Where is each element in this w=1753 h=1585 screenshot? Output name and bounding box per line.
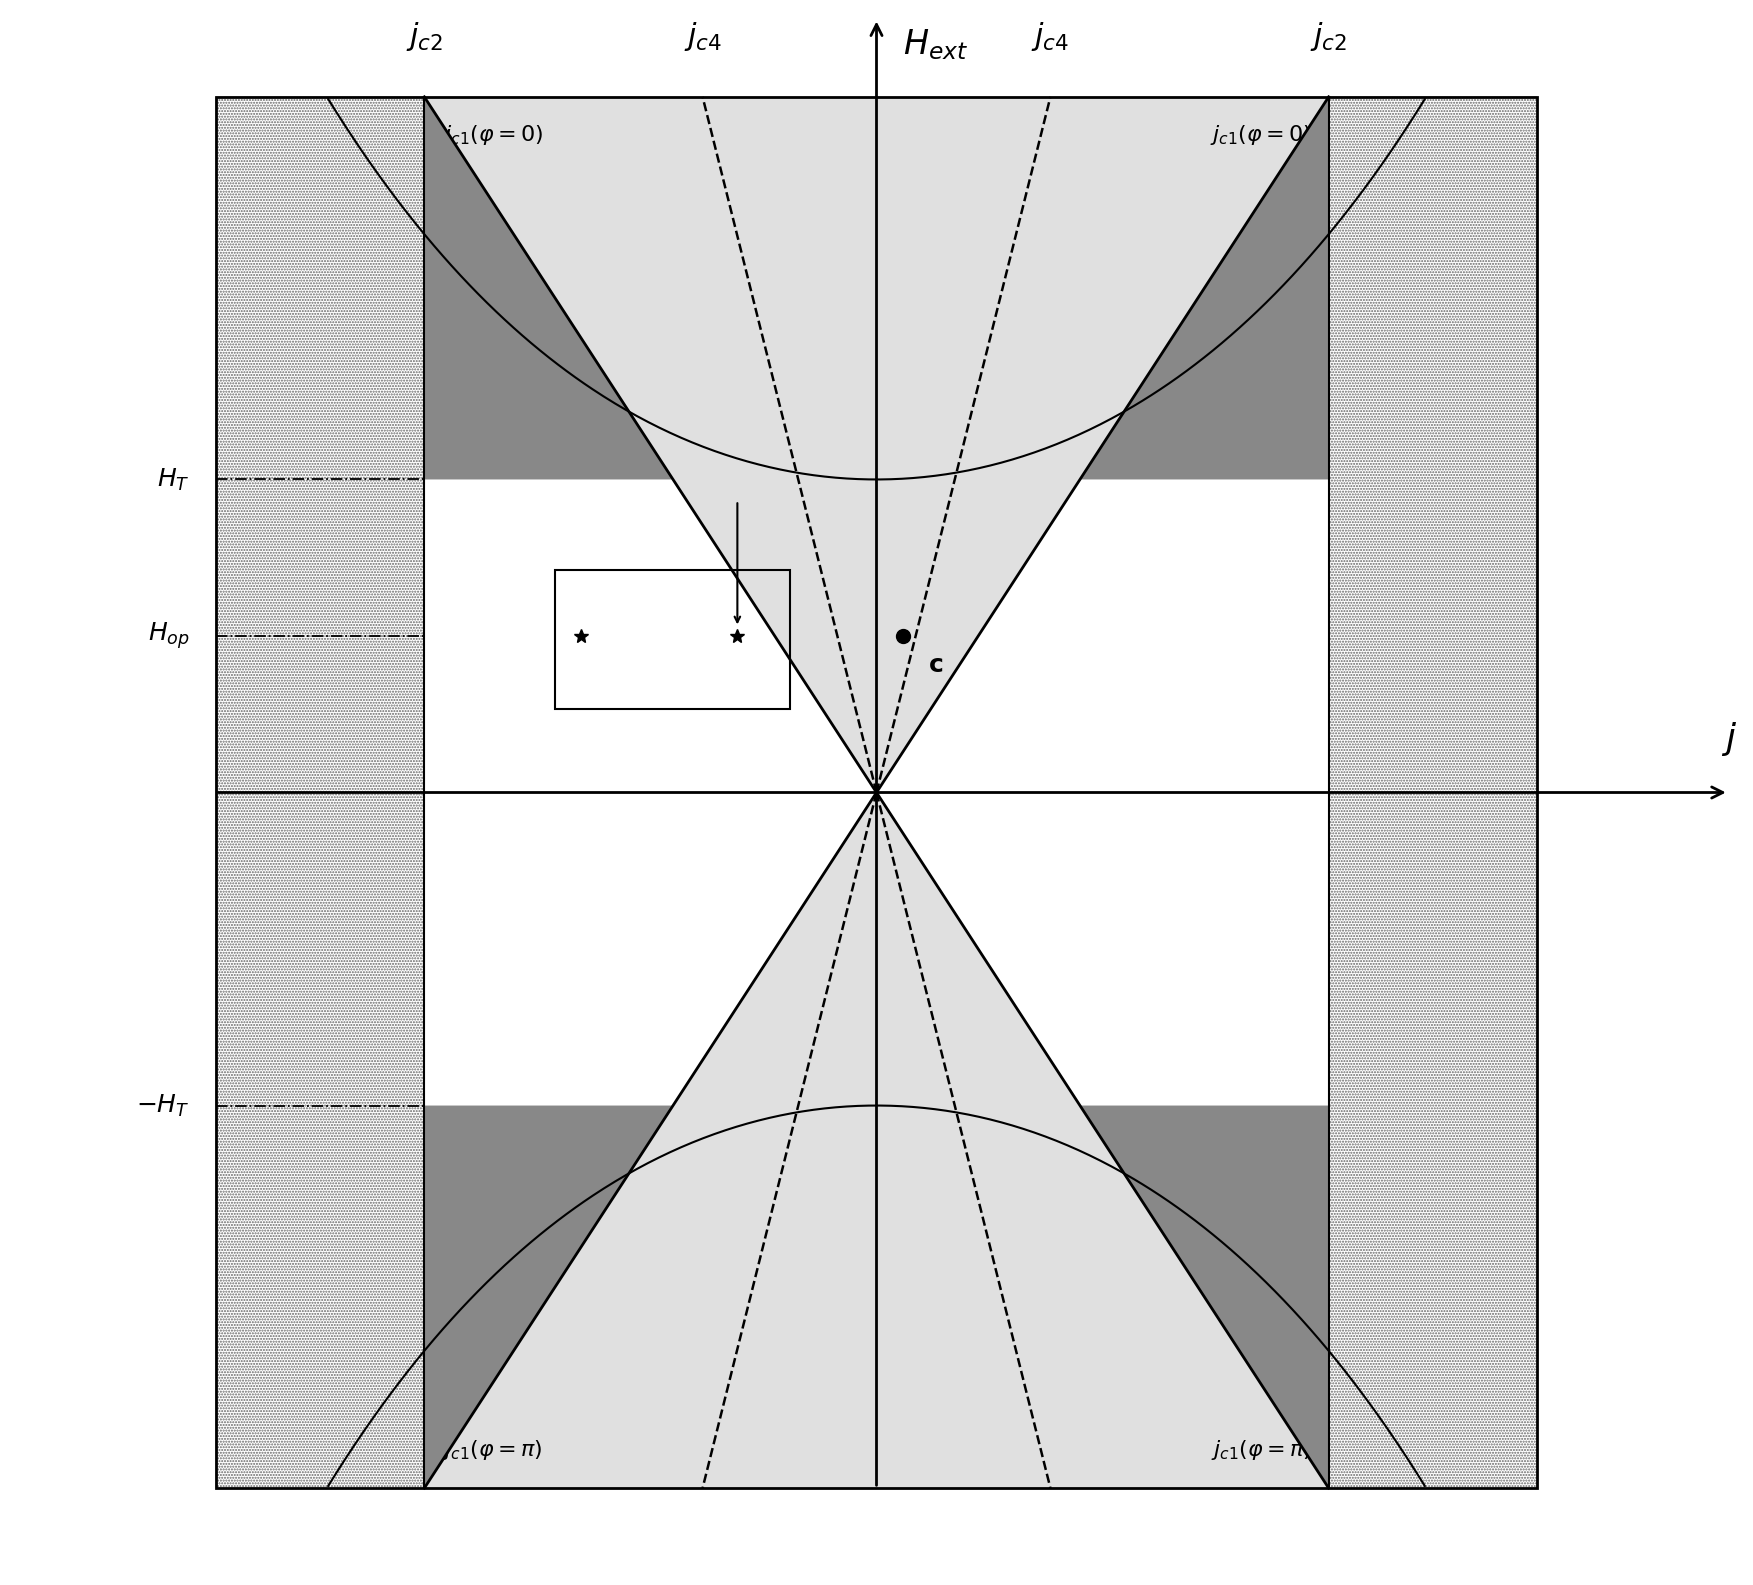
Polygon shape <box>1080 1106 1329 1488</box>
Text: $j$: $j$ <box>1721 720 1737 758</box>
Text: c: c <box>929 653 943 677</box>
Polygon shape <box>216 97 424 1488</box>
Text: $j_{c1}(\varphi=\pi)$: $j_{c1}(\varphi=\pi)$ <box>1211 1438 1311 1461</box>
Polygon shape <box>876 97 1329 1488</box>
Text: $j_{c2}$: $j_{c2}$ <box>405 21 444 54</box>
Polygon shape <box>216 97 424 1488</box>
Text: $H_T$: $H_T$ <box>158 466 189 493</box>
Text: $j_{c3}$: $j_{c3}$ <box>1224 1179 1255 1206</box>
Text: $j_{c2}$: $j_{c2}$ <box>1309 21 1348 54</box>
Polygon shape <box>424 1106 673 1488</box>
Polygon shape <box>1329 97 1537 1488</box>
Polygon shape <box>424 792 1329 1488</box>
Text: $j_{c4}$: $j_{c4}$ <box>1031 21 1069 54</box>
Bar <box>554 571 789 708</box>
Text: $j_{c3}$: $j_{c3}$ <box>1224 379 1255 406</box>
Text: $j_{c1}(\varphi=0)$: $j_{c1}(\varphi=0)$ <box>1210 124 1311 147</box>
Text: a: a <box>764 653 780 677</box>
Polygon shape <box>1329 97 1537 1488</box>
Polygon shape <box>1080 97 1329 479</box>
Polygon shape <box>424 97 1329 792</box>
Polygon shape <box>424 97 673 479</box>
Text: $j_{c4}$: $j_{c4}$ <box>684 21 722 54</box>
Text: $j_{c1}(\varphi=0)$: $j_{c1}(\varphi=0)$ <box>442 124 543 147</box>
Polygon shape <box>424 97 876 1488</box>
Polygon shape <box>216 97 1537 1488</box>
Polygon shape <box>216 97 1537 1488</box>
Text: b: b <box>554 653 571 677</box>
Text: $j_{c1}(\varphi=\pi)$: $j_{c1}(\varphi=\pi)$ <box>442 1438 542 1461</box>
Text: $H_{ext}$: $H_{ext}$ <box>903 27 968 62</box>
Text: $H_{op}$: $H_{op}$ <box>147 621 189 651</box>
Text: $-H_T$: $-H_T$ <box>137 1092 189 1119</box>
